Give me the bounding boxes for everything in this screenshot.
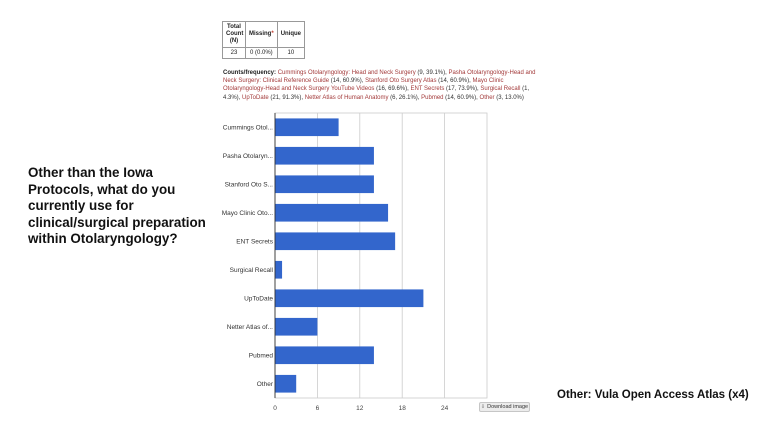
x-tick-label: 12 xyxy=(356,405,364,412)
counts-item-name: Surgical Recall xyxy=(480,86,521,93)
stats-table: Total Count (N) Missing* Unique 23 0 (0.… xyxy=(222,21,306,59)
bar xyxy=(275,289,424,308)
missing-header: Missing* xyxy=(245,21,278,48)
bar xyxy=(275,346,374,365)
bar xyxy=(275,203,389,222)
counts-item-stat: (1, 4.3%), xyxy=(223,86,530,101)
stats-value-row: 23 0 (0.0%) 10 xyxy=(222,47,306,59)
category-label: Stanford Oto S... xyxy=(225,182,274,189)
counts-item-name: UpToDate xyxy=(242,94,269,101)
bar xyxy=(275,175,374,194)
counts-item-stat: (3, 13.0%) xyxy=(494,94,524,101)
category-label: Mayo Clinic Oto... xyxy=(222,210,273,217)
download-image-button[interactable]: ⇩ Download image xyxy=(479,402,530,412)
bar xyxy=(275,317,318,336)
counts-item-stat: (9, 39.1%), xyxy=(415,70,447,76)
x-tick-label: 18 xyxy=(399,405,407,412)
bar xyxy=(275,118,339,137)
question-text: Other than the Iowa Protocols, what do y… xyxy=(28,165,206,246)
counts-item-name: Other xyxy=(479,94,495,101)
counts-item-name: ENT Secrets xyxy=(410,86,445,93)
counts-item-name: Netter Atlas of Human Anatomy xyxy=(304,94,389,101)
x-tick-label: 0 xyxy=(273,405,277,412)
category-label: Pubmed xyxy=(249,353,274,360)
counts-frequency: Counts/frequency: Cummings Otolaryngolog… xyxy=(223,69,543,102)
bar xyxy=(275,260,283,279)
counts-item-stat: (6, 26.1%), xyxy=(388,94,420,101)
counts-item-stat: (14, 60.9%), xyxy=(443,94,478,101)
counts-item-name: Pasha Otolaryngology-Head and Neck Surge… xyxy=(223,70,536,85)
download-icon: ⇩ xyxy=(480,404,486,410)
category-label: Pasha Otolaryn... xyxy=(223,153,273,160)
x-tick-label: 6 xyxy=(316,405,320,412)
counts-label: Counts/frequency: xyxy=(223,70,277,76)
counts-item-stat: (16, 69.6%), xyxy=(374,86,409,93)
counts-item-name: Stanford Oto Surgery Atlas xyxy=(365,78,437,85)
x-tick-label: 24 xyxy=(441,405,449,412)
counts-item-stat: (17, 73.9%), xyxy=(444,86,479,93)
bar xyxy=(275,374,297,393)
download-image-label: Download image xyxy=(487,404,529,410)
other-note: Other: Vula Open Access Atlas (x4) xyxy=(557,389,749,401)
category-label: Netter Atlas of... xyxy=(227,324,273,331)
category-label: Surgical Recall xyxy=(230,267,274,274)
unique-value: 10 xyxy=(276,47,306,59)
category-label: ENT Secrets xyxy=(236,239,273,246)
bar xyxy=(275,232,396,251)
counts-list: Cummings Otolaryngology: Head and Neck S… xyxy=(223,70,536,101)
category-label: UpToDate xyxy=(244,296,273,303)
missing-asterisk: * xyxy=(271,31,274,37)
counts-item-stat: (14, 60.9%), xyxy=(329,78,364,85)
counts-item-name: Pubmed xyxy=(421,94,444,101)
counts-item-name: Mayo Clinic Otolaryngology-Head and Neck… xyxy=(223,78,504,93)
total-count-value: 23 xyxy=(222,47,246,59)
counts-item-stat: (21, 91.3%), xyxy=(268,94,304,101)
bar xyxy=(275,146,374,165)
counts-item-stat: (14, 60.9%), xyxy=(436,78,471,85)
category-label: Cummings Otol... xyxy=(223,125,273,132)
counts-item-name: Cummings Otolaryngology: Head and Neck S… xyxy=(277,70,416,76)
category-label: Other xyxy=(257,381,274,388)
